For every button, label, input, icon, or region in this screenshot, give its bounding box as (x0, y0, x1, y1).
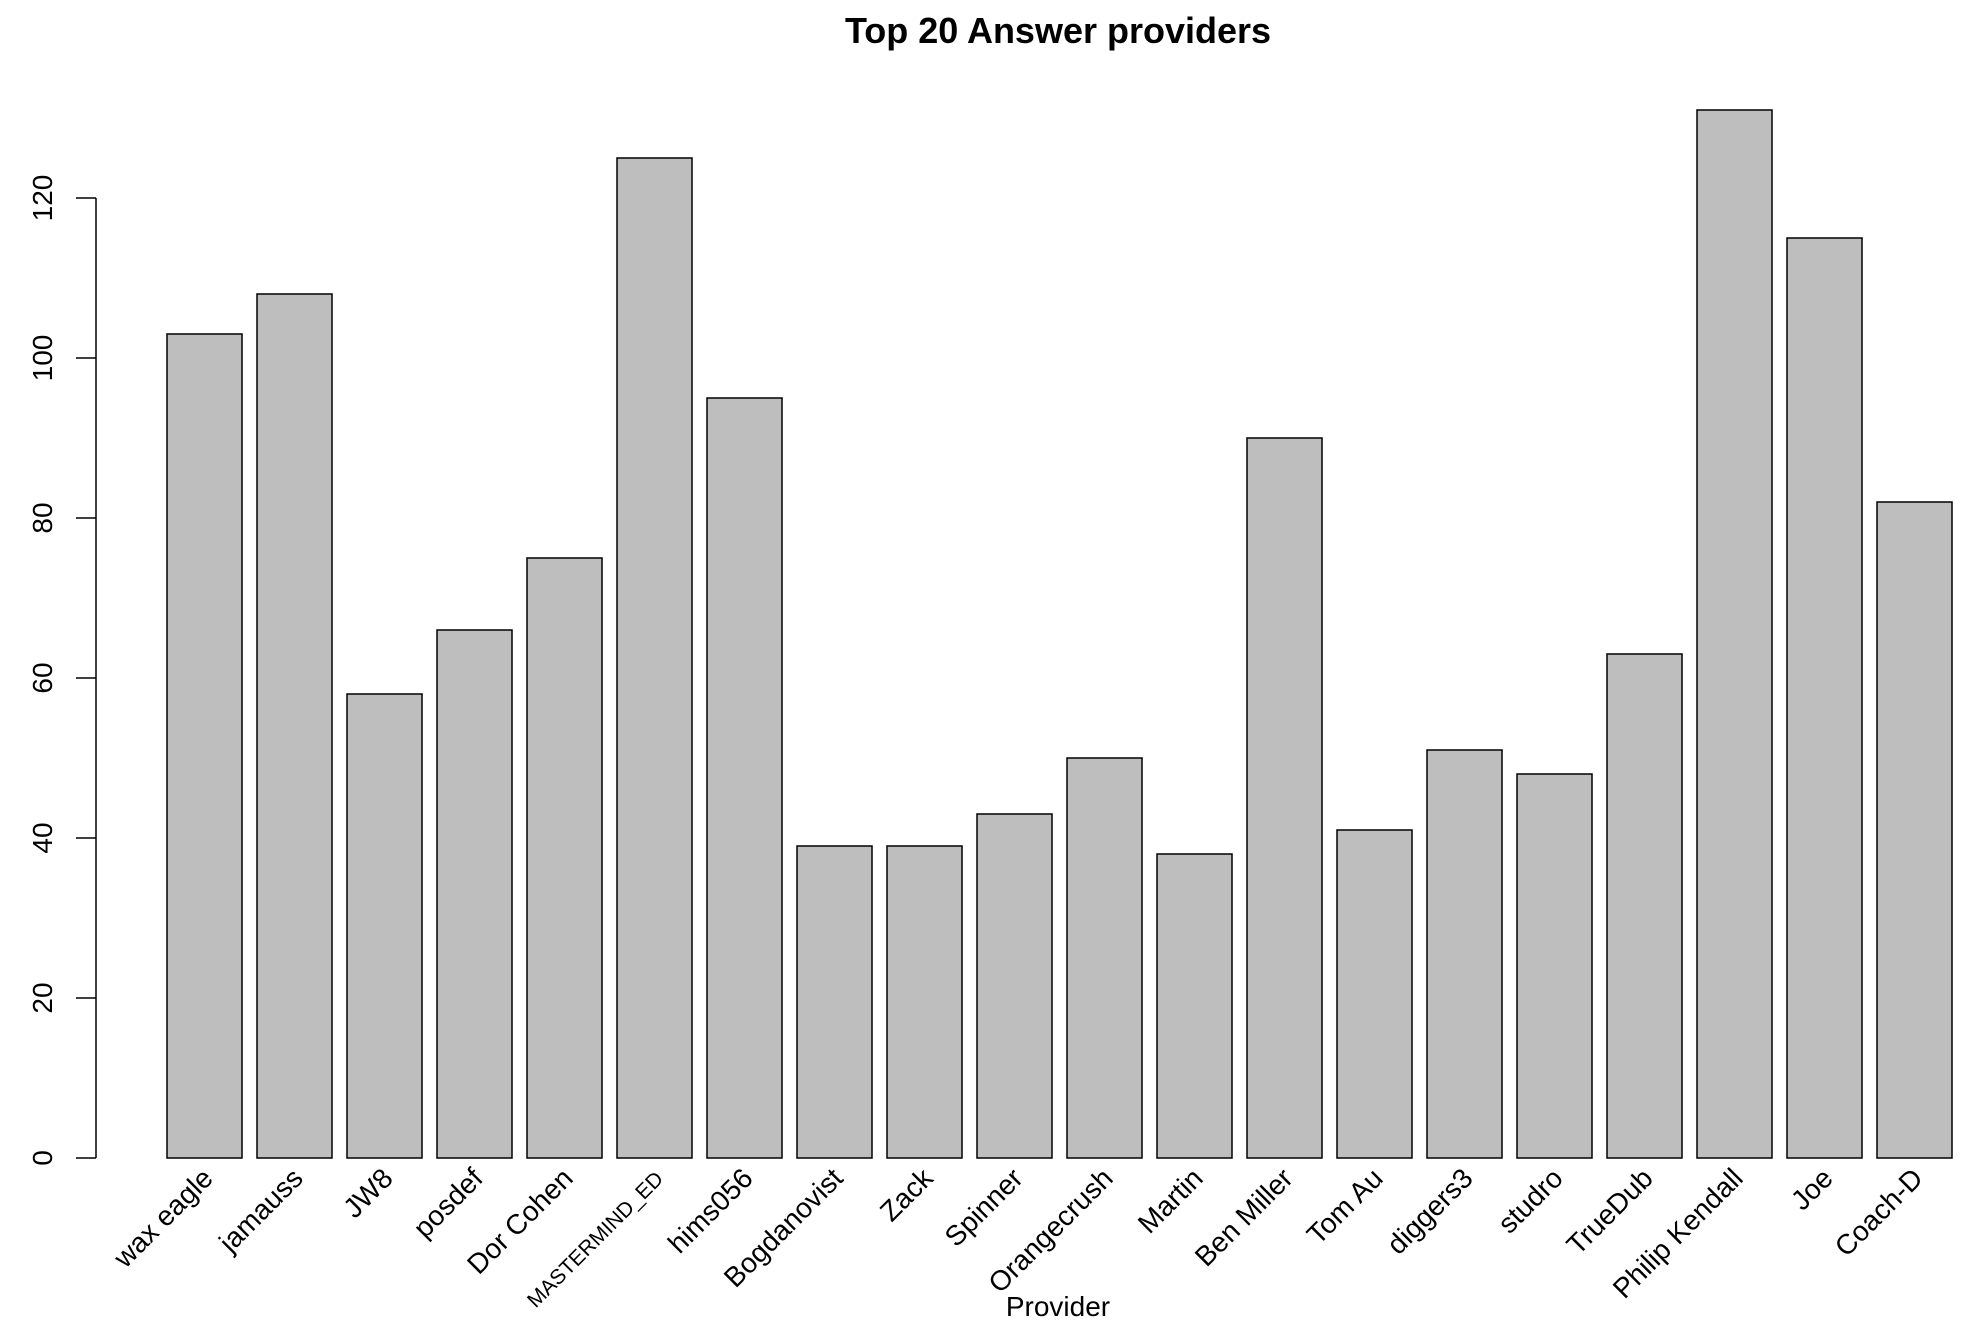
bar-9 (976, 813, 1053, 1159)
category-label: Coach-D (1829, 1162, 1929, 1262)
bar-13 (1336, 829, 1413, 1159)
bar-14 (1426, 749, 1503, 1159)
chart-title: Top 20 Answer providers (845, 10, 1271, 51)
category-label: wax eagle (107, 1162, 219, 1274)
bar-0 (166, 333, 243, 1159)
y-axis: 0 20 40 60 80 100 120 (27, 175, 97, 1166)
category-label: Ben Miller (1189, 1162, 1299, 1272)
bars-group (166, 109, 1953, 1159)
bar-1 (256, 293, 333, 1159)
bar-16 (1606, 653, 1683, 1159)
bar-5 (616, 157, 693, 1159)
y-tick-label: 120 (27, 175, 58, 222)
category-label: Spinner (939, 1162, 1029, 1252)
bar-11 (1156, 853, 1233, 1159)
category-label: posdef (407, 1162, 489, 1244)
x-axis-title: Provider (1006, 1291, 1110, 1322)
bar-4 (526, 557, 603, 1159)
y-tick-label: 20 (27, 982, 58, 1013)
category-label: Joe (1785, 1162, 1839, 1216)
bar-8 (886, 845, 963, 1159)
bar-7 (796, 845, 873, 1159)
bar-17 (1696, 109, 1773, 1159)
y-tick-label: 60 (27, 662, 58, 693)
y-tick-label: 80 (27, 502, 58, 533)
category-label: studro (1492, 1162, 1569, 1239)
y-tick-label: 0 (27, 1150, 58, 1166)
category-label: diggers3 (1381, 1162, 1479, 1260)
bar-12 (1246, 437, 1323, 1159)
bar-10 (1066, 757, 1143, 1159)
bar-19 (1876, 501, 1953, 1159)
bar-2 (346, 693, 423, 1159)
category-label: Tom Au (1301, 1162, 1389, 1250)
category-label: Zack (874, 1162, 940, 1228)
bar-15 (1516, 773, 1593, 1159)
category-label: Martin (1132, 1162, 1209, 1239)
y-tick-label: 100 (27, 335, 58, 382)
bar-3 (436, 629, 513, 1159)
category-label: JW8 (337, 1162, 399, 1224)
bar-18 (1786, 237, 1863, 1159)
y-tick-label: 40 (27, 822, 58, 853)
category-label: jamauss (212, 1162, 308, 1258)
bar-6 (706, 397, 783, 1159)
